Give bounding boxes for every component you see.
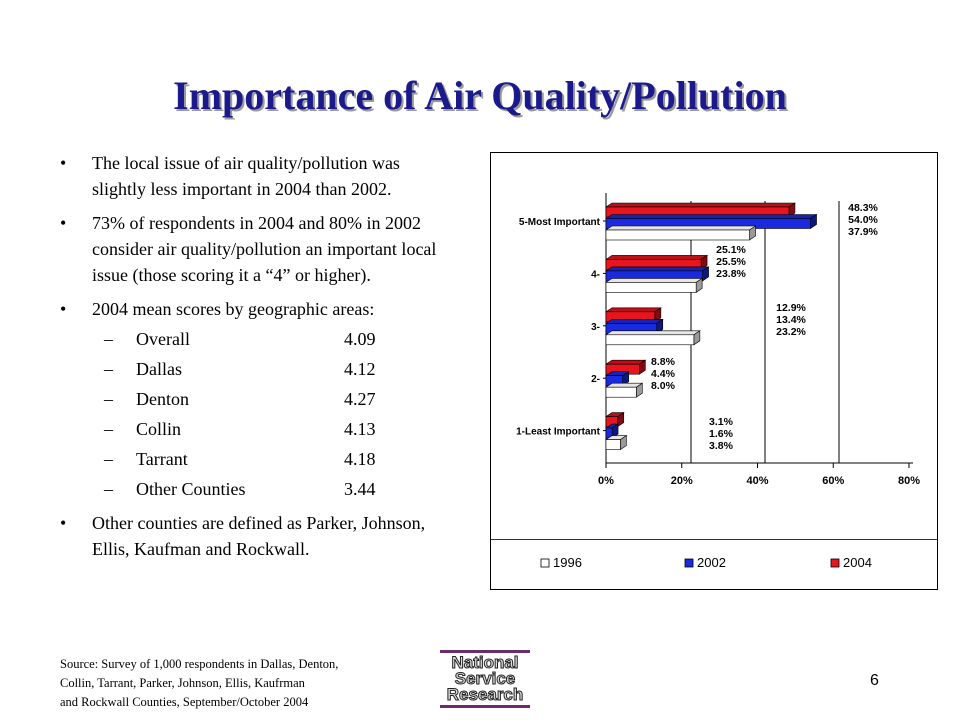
mean-score-item: Overall 4.09 — [92, 326, 458, 352]
area-name: Overall — [136, 329, 190, 349]
data-label: 3.8% — [709, 440, 734, 452]
data-label: 23.8% — [716, 268, 746, 280]
mean-score-list: Overall 4.09 Dallas 4.12 Denton 4.27 Collin… — [92, 326, 458, 502]
area-score: 4.12 — [344, 359, 376, 379]
area-name: Collin — [136, 419, 182, 439]
bar-top — [605, 202, 796, 208]
data-label: 4.4% — [651, 368, 676, 380]
x-tick-label: 0% — [598, 475, 614, 487]
logo-word: Service — [454, 669, 516, 688]
legend-label: 1996 — [553, 555, 582, 570]
bar-top — [605, 225, 757, 231]
logo-text: National Service Research — [440, 653, 530, 705]
area-name: Other Counties — [136, 479, 246, 499]
category-label: 1-Least Important — [516, 427, 601, 438]
x-tick-label: 40% — [746, 475, 768, 487]
bar-chart: 0% 20% 40% 60% 80% 5-Most Important 48.3%54.0%… — [491, 193, 937, 570]
legend-label: 2002 — [697, 555, 726, 570]
area-name: Dallas — [136, 359, 182, 379]
bullet-list: The local issue of air quality/pollution… — [58, 150, 458, 570]
logo-bar — [440, 705, 530, 708]
logo-bar — [440, 650, 530, 653]
bullet-item: 73% of respondents in 2004 and 80% in 20… — [58, 210, 458, 288]
area-score: 4.09 — [344, 329, 376, 349]
legend-label: 2004 — [843, 555, 872, 570]
source-line: Source: Survey of 1,000 respondents in D… — [60, 657, 339, 671]
bar-top — [605, 330, 701, 336]
x-tick-label: 60% — [822, 475, 844, 487]
x-tick-label: 20% — [671, 475, 693, 487]
data-label: 37.9% — [848, 226, 878, 238]
category-label: 5-Most Important — [519, 217, 601, 228]
bar-top — [605, 319, 664, 324]
source-line: Collin, Tarrant, Parker, Johnson, Ellis,… — [60, 676, 305, 690]
bar — [605, 386, 637, 398]
data-label: 1.6% — [709, 428, 734, 440]
chart-frame: 0% 20% 40% 60% 80% 5-Most Important 48.3% 54.0%… — [490, 152, 938, 590]
legend-divider — [491, 539, 937, 540]
area-name: Tarrant — [136, 449, 188, 469]
bar-top — [605, 359, 647, 365]
data-label: 13.4% — [776, 314, 806, 326]
mean-score-item: Other Counties 3.44 — [92, 476, 458, 502]
mean-score-item: Collin 4.13 — [92, 416, 458, 442]
data-label: 25.1% — [716, 244, 746, 256]
company-logo: National Service Research — [440, 650, 530, 708]
bar-top — [605, 307, 662, 313]
bullet-item: 2004 mean scores by geographic areas: Ov… — [58, 296, 458, 502]
mean-score-item: Tarrant 4.18 — [92, 446, 458, 472]
legend-swatch — [684, 558, 694, 568]
legend-swatch — [830, 558, 840, 568]
data-label: 3.1% — [709, 416, 734, 428]
area-score: 4.13 — [344, 419, 376, 439]
bullet-item: Other counties are defined as Parker, Jo… — [58, 510, 458, 562]
page-number: 6 — [870, 672, 879, 689]
logo-word: National — [451, 653, 519, 672]
area-name: Denton — [136, 389, 189, 409]
bar-top — [605, 255, 709, 260]
bar-top — [605, 214, 818, 219]
bullet-item: The local issue of air quality/pollution… — [58, 150, 458, 202]
bar-top — [605, 266, 710, 272]
area-score: 3.44 — [344, 479, 376, 499]
area-score: 4.18 — [344, 449, 376, 469]
slide-title: Importance of Air Quality/Pollution — [173, 73, 787, 118]
category-label: 2- — [591, 374, 600, 385]
data-label: 48.3% — [848, 202, 878, 214]
legend-swatch — [540, 558, 550, 568]
data-label: 23.2% — [776, 326, 806, 338]
bar — [605, 229, 750, 241]
bullet-text: 2004 mean scores by geographic areas: — [92, 299, 375, 319]
x-tick-label: 80% — [898, 475, 920, 487]
bar-top — [605, 278, 704, 283]
mean-score-item: Denton 4.27 — [92, 386, 458, 412]
source-line: and Rockwall Counties, September/October… — [60, 695, 309, 709]
data-label: 8.8% — [651, 356, 676, 368]
area-score: 4.27 — [344, 389, 376, 409]
data-label: 12.9% — [776, 302, 806, 314]
bar — [605, 439, 621, 450]
category-label: 3- — [591, 322, 600, 333]
data-label: 25.5% — [716, 256, 746, 268]
mean-score-item: Dallas 4.12 — [92, 356, 458, 382]
bar — [605, 282, 697, 293]
source-note: Source: Survey of 1,000 respondents in D… — [60, 655, 338, 712]
logo-word: Research — [446, 685, 524, 704]
data-label: 8.0% — [651, 380, 676, 392]
bar — [605, 334, 695, 346]
category-label: 4- — [591, 269, 600, 280]
data-label: 54.0% — [848, 214, 878, 226]
